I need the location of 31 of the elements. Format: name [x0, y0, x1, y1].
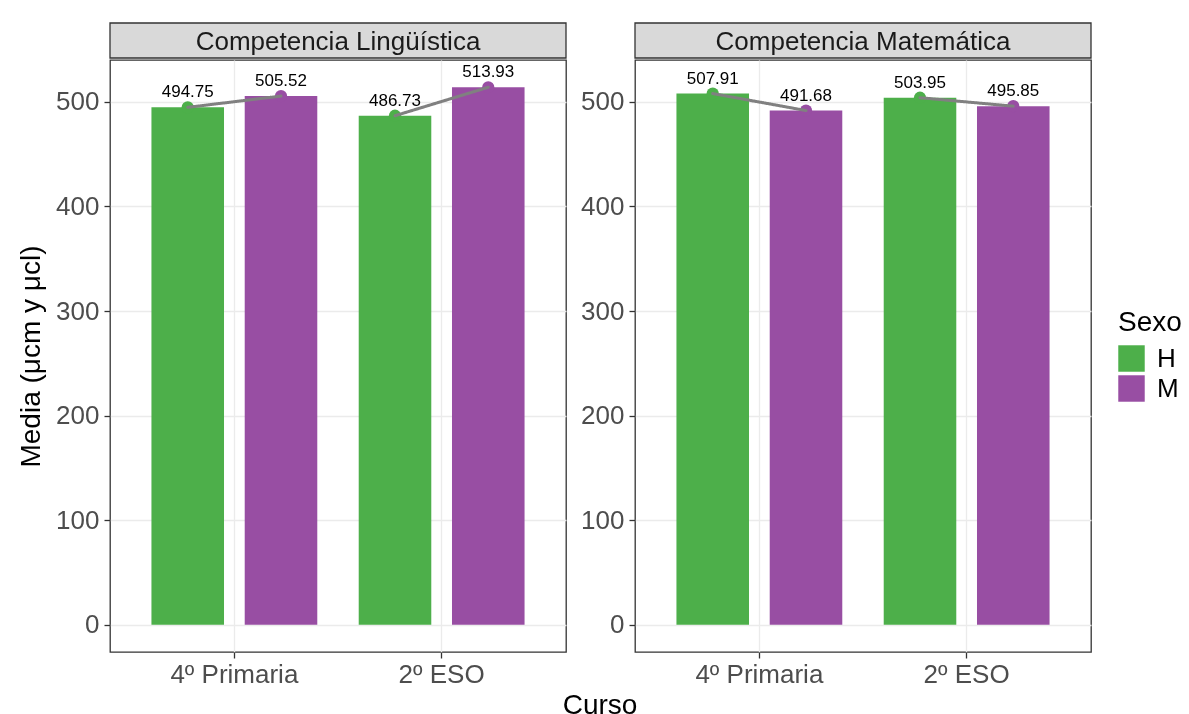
x-tick-label: 2º ESO — [398, 658, 485, 689]
x-tick-label: 4º Primaria — [695, 658, 824, 689]
x-tick-label: 4º Primaria — [170, 658, 299, 689]
data-label: 491.68 — [780, 85, 832, 105]
y-tick-label: 300 — [581, 295, 625, 326]
data-label: 486.73 — [369, 90, 421, 110]
y-tick-label: 100 — [56, 504, 100, 535]
data-label: 495.85 — [987, 81, 1040, 101]
data-label: 513.93 — [462, 62, 515, 82]
y-tick-label: 100 — [581, 504, 625, 535]
data-label: 505.52 — [255, 71, 307, 91]
y-tick-label: 0 — [85, 609, 100, 640]
y-tick-label: 0 — [610, 609, 625, 640]
y-tick-label: 500 — [581, 86, 625, 117]
y-axis-title: Media (μcm y μcl) — [15, 245, 47, 468]
x-axis-title: Curso — [562, 689, 638, 714]
data-label: 503.95 — [894, 72, 946, 92]
data-label: 494.75 — [161, 82, 214, 102]
y-tick-label: 500 — [56, 86, 100, 117]
legend-label: H — [1157, 342, 1176, 373]
chart-title: Competencia Lingüística — [195, 25, 481, 56]
data-label: 507.91 — [686, 68, 739, 88]
x-tick-label: 2º ESO — [923, 658, 1010, 689]
y-tick-label: 400 — [581, 190, 625, 221]
chart-title: Competencia Matemática — [715, 25, 1011, 56]
y-tick-label: 400 — [56, 190, 100, 221]
legend-title: Sexo — [1118, 306, 1182, 337]
y-tick-label: 200 — [56, 400, 100, 431]
y-tick-label: 200 — [581, 400, 625, 431]
legend-label: M — [1157, 372, 1179, 403]
y-tick-label: 300 — [56, 295, 100, 326]
